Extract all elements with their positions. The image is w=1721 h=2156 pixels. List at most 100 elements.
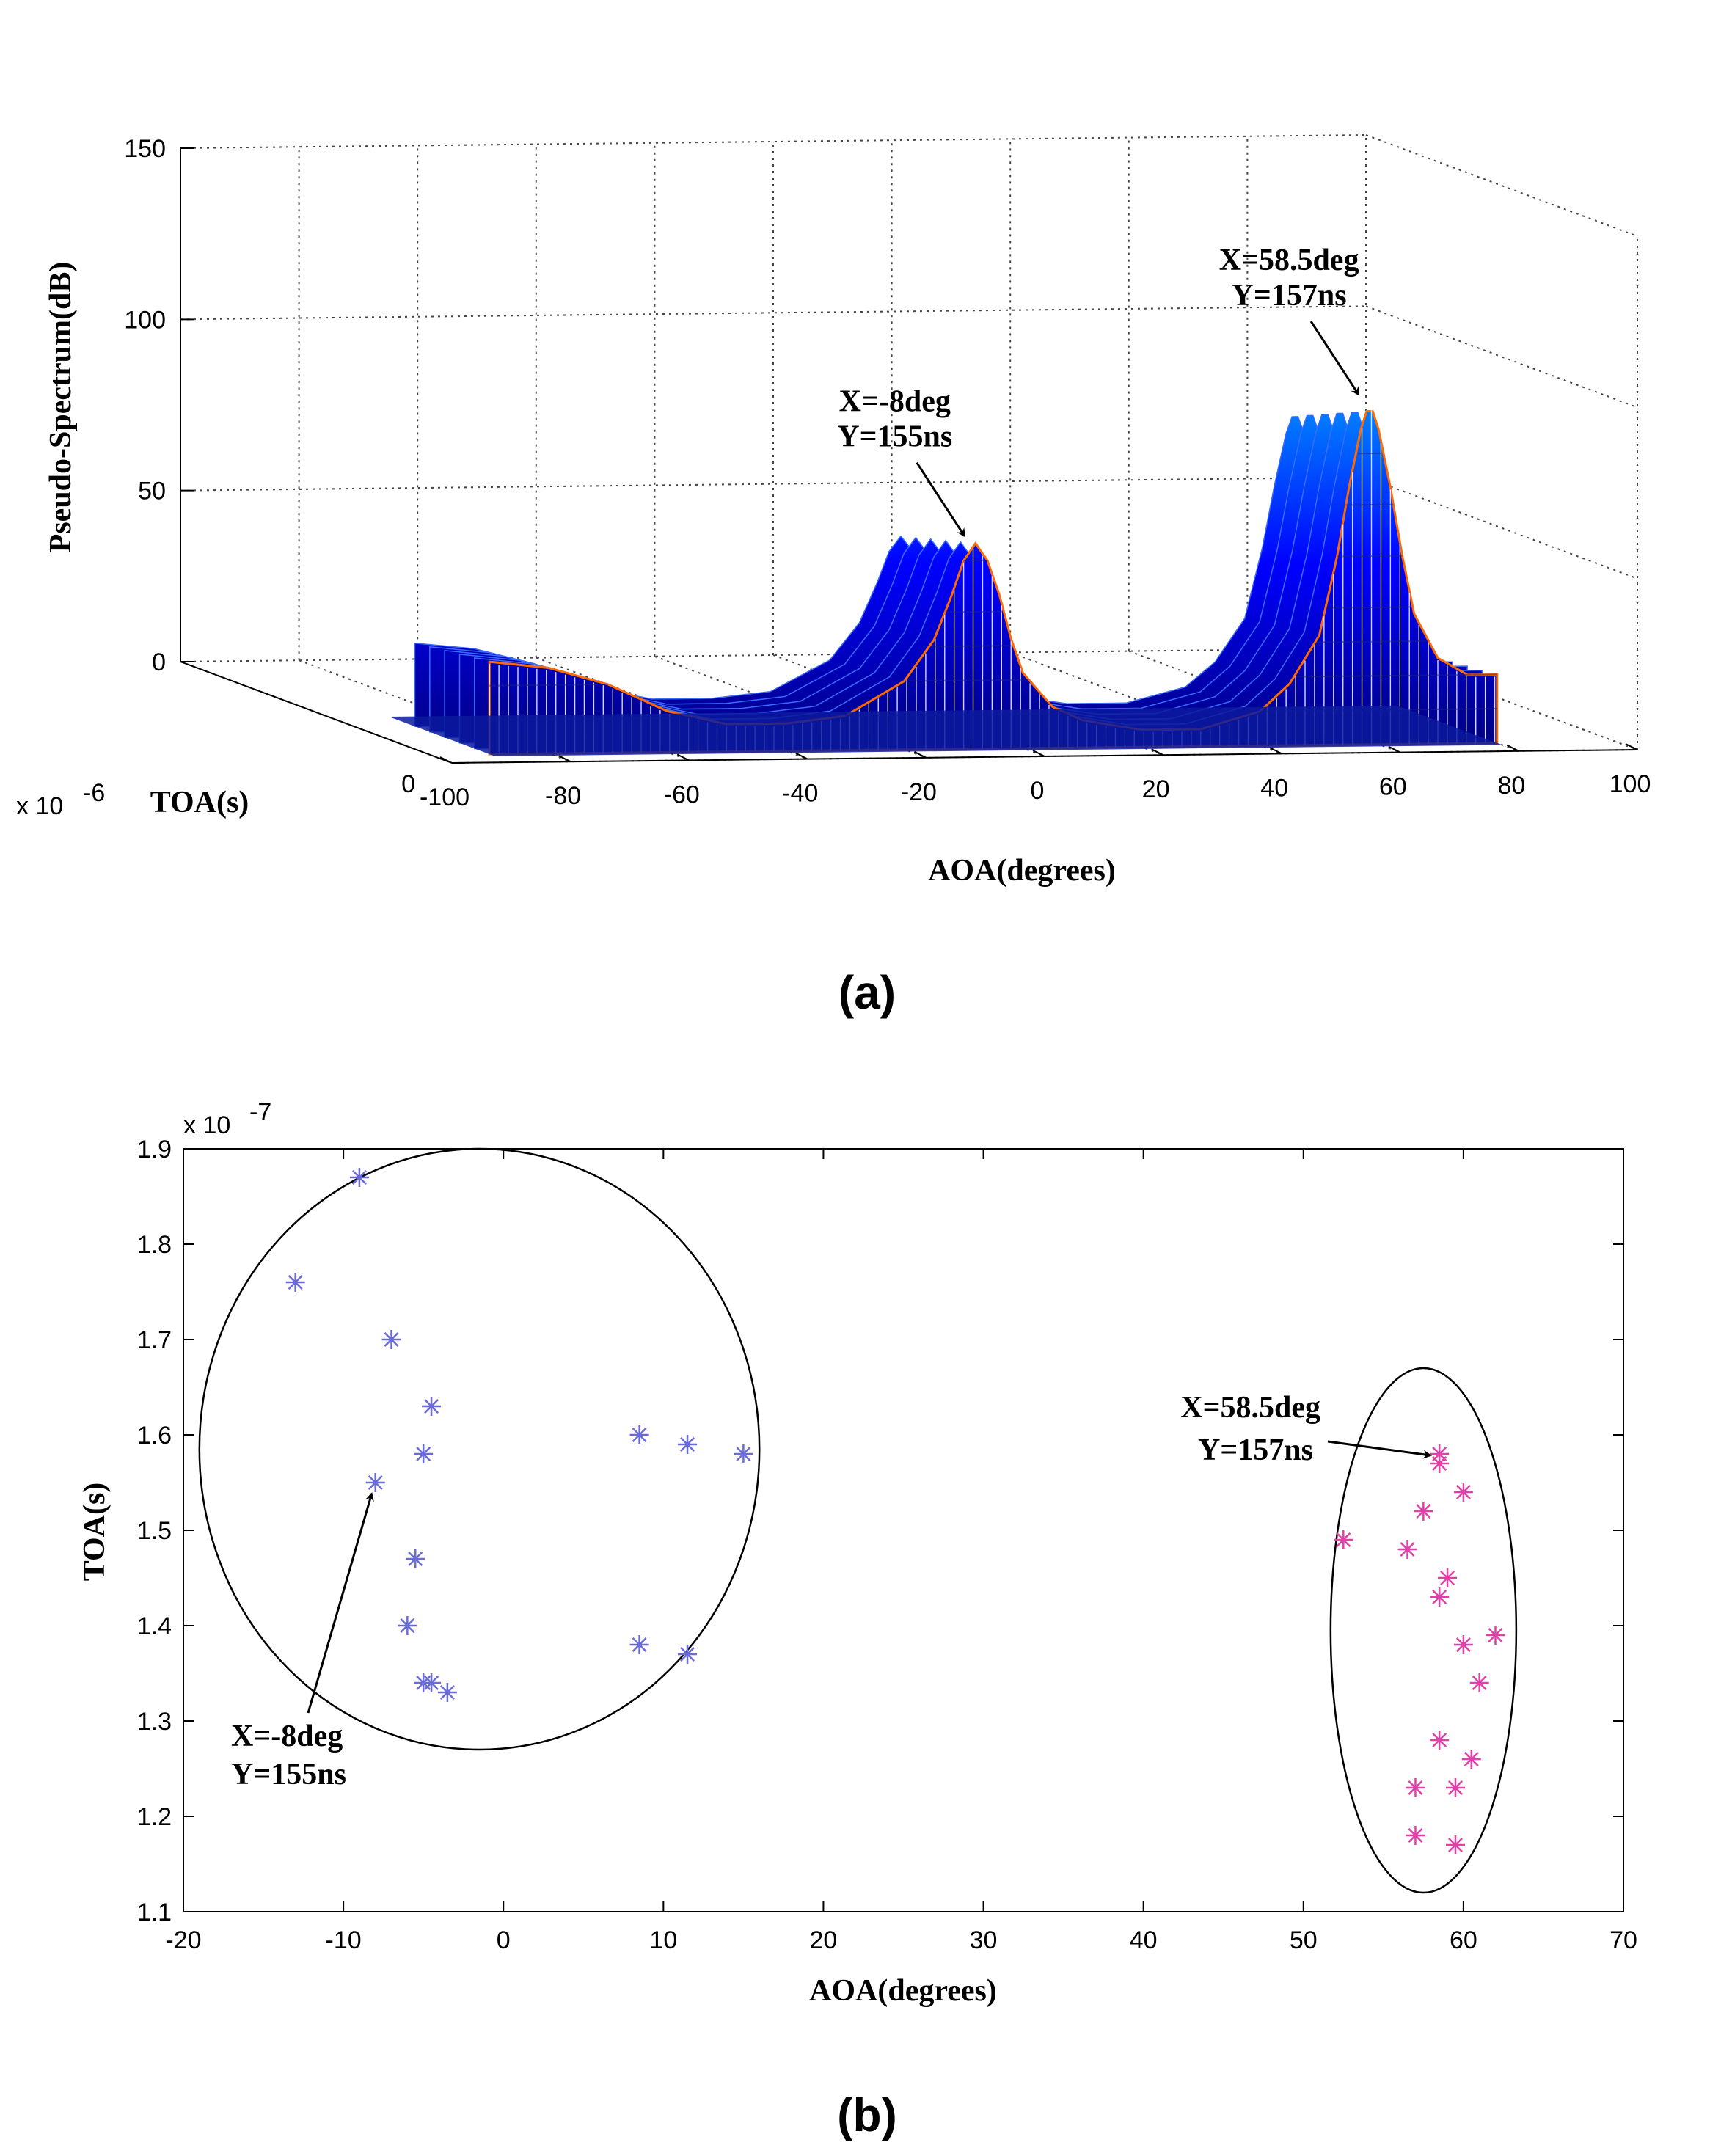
scatter-point [678, 1645, 698, 1664]
y-tick-label: 1.1 [137, 1899, 172, 1926]
annotation-text: X=-8deg [231, 1720, 343, 1753]
x-tick-label: 60 [1379, 773, 1407, 801]
star-stroke [1464, 1752, 1479, 1766]
star-stroke [408, 1552, 423, 1566]
x-tick-label: -20 [165, 1926, 201, 1954]
annotation-text: Y=155ns [231, 1758, 346, 1791]
scatter-cluster-ellipses [198, 1147, 1518, 1894]
scatter-point [1438, 1568, 1458, 1587]
star-stroke [288, 1275, 303, 1290]
scatter-point [734, 1444, 753, 1463]
x-tick-mark [1151, 748, 1164, 756]
scatter-point [1453, 1483, 1473, 1502]
x-tick-label: -60 [664, 781, 700, 808]
y-tick-label: 1.5 [137, 1517, 172, 1545]
star-stroke [424, 1399, 439, 1414]
surface-y-multiplier: x 10 [16, 792, 63, 820]
x-tick-mark [558, 755, 571, 763]
x-tick-mark [676, 753, 690, 761]
scatter-point [1430, 1587, 1450, 1607]
star-stroke [680, 1647, 695, 1662]
scatter-y-axis-label: TOA(s) [78, 1483, 112, 1582]
surface-z-axis-label: Pseudo-Spectrum(dB) [44, 262, 78, 553]
scatter-plot: -20 -10 0 10 20 30 40 50 60 70 1.1 1.2 1.3 1.4 1.5 1.6… [78, 1098, 1637, 2141]
y-tick-label: 1.4 [137, 1612, 172, 1640]
scatter-point [678, 1435, 698, 1454]
star-stroke [1488, 1628, 1503, 1642]
star-stroke [384, 1332, 399, 1347]
x-tick-mark [1506, 744, 1519, 752]
x-tick-label: 10 [649, 1926, 677, 1954]
scatter-point [1406, 1826, 1425, 1845]
floor-grid-line [299, 659, 571, 763]
star-stroke [1432, 1456, 1447, 1471]
scatter-point [285, 1273, 305, 1292]
scatter-point [349, 1168, 369, 1187]
scatter-point [365, 1473, 385, 1492]
y-axis-line [180, 661, 453, 764]
annotation-arrow [1327, 1440, 1433, 1459]
x-tick-label: -20 [901, 778, 937, 806]
scatter-plot-frame [183, 1148, 1624, 1912]
x-tick-label: 40 [1260, 774, 1288, 802]
x-tick-label: 20 [1142, 775, 1170, 803]
x-tick-mark [1388, 745, 1401, 753]
x-tick-label: 0 [1031, 777, 1045, 805]
star-stroke [1455, 1637, 1471, 1652]
annotation-text: Y=157ns [1198, 1433, 1313, 1467]
scatter-annotations: X=-8deg Y=155ns X=58.5deg Y=157ns [231, 1391, 1433, 1791]
x-tick-label: 100 [1609, 770, 1651, 798]
surface-contour-line [489, 673, 1497, 687]
star-stroke [424, 1676, 439, 1690]
annotation-text: X=58.5deg [1219, 244, 1359, 277]
y-tick-label: 0 [401, 770, 415, 798]
scatter-point [406, 1549, 425, 1568]
scatter-point [1445, 1778, 1465, 1797]
annotation-arrow [916, 461, 966, 538]
x-tick-label: 0 [497, 1926, 511, 1954]
scatter-point [1397, 1540, 1417, 1559]
surface-y-axis-label: TOA(s) [150, 786, 249, 819]
star-stroke [1336, 1532, 1351, 1547]
y-tick-label: 1.8 [137, 1231, 172, 1259]
surface-contour-line [931, 640, 1426, 648]
surface-mesh [389, 409, 1503, 756]
x-tick-label: 30 [970, 1926, 998, 1954]
annotation-arrow [1309, 321, 1360, 396]
star-stroke [1408, 1780, 1423, 1795]
y-tick-label: 1.9 [137, 1136, 172, 1163]
star-stroke [1440, 1571, 1455, 1585]
side-wall-grid-line [1365, 476, 1638, 580]
star-stroke [351, 1170, 367, 1185]
scatter-point [629, 1635, 649, 1654]
surface-y-ticks: 00.51 [401, 762, 465, 798]
star-stroke [1472, 1676, 1487, 1690]
side-wall-grid-line [1365, 134, 1638, 237]
star-stroke [1455, 1485, 1471, 1499]
panel-a-caption: (a) [838, 966, 896, 1019]
scatter-x-axis-label: AOA(degrees) [809, 1974, 997, 2008]
scatter-y-ticks: 1.1 1.2 1.3 1.4 1.5 1.6 1.7 1.8 1.9 [137, 1136, 1623, 1926]
x-tick-mark [1269, 747, 1282, 755]
x-tick-label: 70 [1609, 1926, 1637, 1954]
surface-x-ticks: -100 -80 -60 -40 -20 0 20 40 60 80 100 [420, 743, 1651, 811]
scatter-point [381, 1330, 401, 1349]
floor-grid-line [654, 655, 927, 759]
x-tick-label: 20 [810, 1926, 838, 1954]
scatter-point [629, 1425, 649, 1444]
scatter-point [1430, 1731, 1450, 1750]
surface-base [389, 705, 1503, 756]
x-tick-mark [913, 750, 927, 759]
annotation-text: X=-8deg [839, 385, 951, 419]
scatter-y-exponent: -7 [249, 1098, 271, 1126]
star-stroke [368, 1475, 383, 1490]
scatter-point [1414, 1502, 1433, 1521]
x-tick-mark [439, 756, 453, 764]
surface-slice [488, 409, 1499, 756]
scatter-point [398, 1616, 417, 1635]
star-stroke [439, 1685, 455, 1700]
x-tick-label: 60 [1450, 1926, 1477, 1954]
x-tick-label: -10 [326, 1926, 362, 1954]
